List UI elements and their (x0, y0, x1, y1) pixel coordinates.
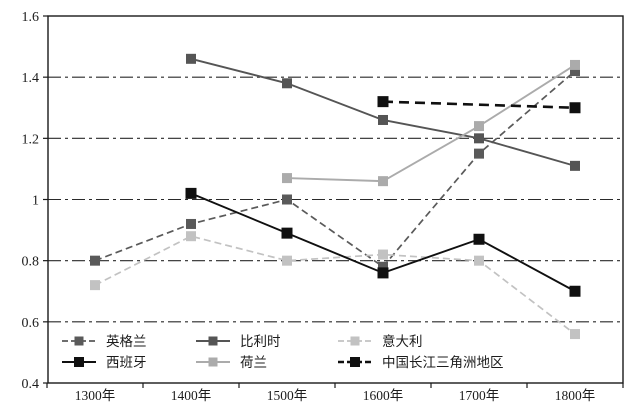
series-marker-netherlands (282, 173, 292, 184)
legend-label-spain: 西班牙 (106, 355, 147, 370)
series-marker-england (474, 148, 484, 159)
x-axis-tick-label: 1600年 (363, 388, 404, 403)
series-line-belgium (190, 57, 576, 167)
series-marker-spain (377, 267, 389, 279)
y-axis-tick-label: 0.4 (22, 377, 40, 392)
series-marker-spain (281, 227, 293, 239)
series-marker-italy (186, 231, 196, 242)
series-marker-belgium (570, 160, 580, 171)
x-axis-tick-label: 1700年 (459, 388, 500, 403)
series-marker-england (186, 218, 196, 229)
series-marker-belgium (282, 78, 292, 89)
legend-label-italy: 意大利 (382, 333, 423, 349)
series-marker-china-yangtze-delta (569, 102, 581, 114)
series-marker-italy (570, 329, 580, 340)
series-line-netherlands (286, 64, 576, 183)
x-axis-tick-label: 1300年 (75, 388, 116, 403)
y-axis-tick-label: 0.8 (22, 255, 40, 270)
series-marker-england (90, 255, 100, 266)
legend-item-china-yangtze-delta: 中国长江三角洲地区 (338, 355, 504, 370)
legend-label-england: 英格兰 (106, 333, 147, 349)
legend-label-belgium: 比利时 (240, 334, 281, 349)
series-marker-spain (473, 233, 485, 245)
x-axis-tick-label: 1500年 (267, 388, 308, 403)
series-marker-spain (185, 187, 197, 199)
legend-swatch-spain (74, 357, 84, 367)
series-marker-spain (569, 285, 581, 297)
series-marker-belgium (378, 114, 388, 125)
legend-label-china-yangtze-delta: 中国长江三角洲地区 (382, 355, 504, 370)
legend-item-netherlands: 荷兰 (196, 355, 267, 370)
legend-swatch-china-yangtze-delta (350, 357, 360, 367)
legend-item-england: 英格兰 (62, 333, 147, 349)
series-marker-netherlands (378, 176, 388, 187)
legend-item-belgium: 比利时 (196, 334, 281, 349)
legend-item-italy: 意大利 (338, 333, 423, 349)
series-marker-china-yangtze-delta (377, 96, 389, 108)
series-marker-belgium (186, 53, 196, 64)
series-line-china-yangtze-delta (382, 100, 576, 110)
series-marker-italy (474, 255, 484, 266)
legend-label-netherlands: 荷兰 (240, 355, 267, 370)
series-marker-england (282, 194, 292, 205)
x-axis-tick-label: 1800年 (555, 388, 596, 403)
series-marker-netherlands (570, 59, 580, 70)
y-axis-tick-label: 0.6 (22, 316, 40, 331)
legend-swatch-england (74, 336, 84, 346)
y-axis-tick-label: 1.2 (22, 132, 40, 147)
y-axis-tick-label: 1.6 (22, 10, 40, 25)
legend-swatch-belgium (208, 336, 218, 346)
y-axis-tick-label: 1.4 (22, 71, 40, 86)
series-marker-italy (90, 280, 100, 291)
series-line-italy (94, 235, 576, 335)
x-axis-tick-label: 1400年 (171, 388, 212, 403)
legend-swatch-netherlands (208, 357, 218, 367)
series-marker-italy (378, 249, 388, 260)
legend-swatch-italy (350, 336, 360, 346)
legend-item-spain: 西班牙 (62, 355, 147, 370)
series-marker-italy (282, 255, 292, 266)
series-marker-netherlands (474, 121, 484, 132)
series-marker-belgium (474, 133, 484, 144)
y-axis-tick-label: 1 (32, 194, 39, 209)
series-line-england (94, 70, 576, 268)
